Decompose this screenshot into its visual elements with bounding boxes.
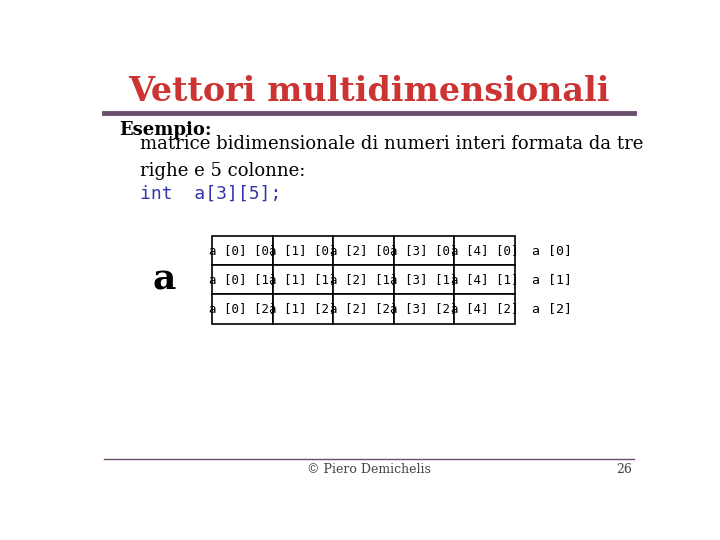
Text: a [0]: a [0]: [532, 244, 572, 257]
Text: 26: 26: [616, 463, 632, 476]
Bar: [333, 236, 394, 265]
Bar: [394, 265, 454, 294]
Text: a [2]: a [2]: [532, 302, 572, 315]
Text: a: a: [153, 262, 176, 296]
Bar: [394, 294, 454, 323]
Text: a [0] [0]: a [0] [0]: [209, 244, 276, 257]
Text: a [4] [1]: a [4] [1]: [451, 273, 518, 286]
Text: a [1] [1]: a [1] [1]: [269, 273, 337, 286]
Bar: [333, 265, 394, 294]
Text: a [1]: a [1]: [532, 273, 572, 286]
Bar: [333, 294, 394, 323]
Text: a [3] [0]: a [3] [0]: [390, 244, 458, 257]
Text: © Piero Demichelis: © Piero Demichelis: [307, 463, 431, 476]
Text: a [4] [2]: a [4] [2]: [451, 302, 518, 315]
Text: a [0] [2]: a [0] [2]: [209, 302, 276, 315]
Text: a [2] [0]: a [2] [0]: [330, 244, 397, 257]
Bar: [454, 236, 515, 265]
Text: Esempio:: Esempio:: [120, 122, 212, 139]
Bar: [212, 236, 273, 265]
Bar: [273, 236, 333, 265]
Text: a [2] [2]: a [2] [2]: [330, 302, 397, 315]
Text: a [0] [1]: a [0] [1]: [209, 273, 276, 286]
Bar: [394, 236, 454, 265]
Text: matrice bidimensionale di numeri interi formata da tre
righe e 5 colonne:: matrice bidimensionale di numeri interi …: [140, 134, 644, 180]
Text: a [1] [2]: a [1] [2]: [269, 302, 337, 315]
Bar: [212, 294, 273, 323]
Bar: [454, 265, 515, 294]
Text: a [4] [0]: a [4] [0]: [451, 244, 518, 257]
Text: Vettori multidimensionali: Vettori multidimensionali: [128, 75, 610, 108]
Text: a [3] [1]: a [3] [1]: [390, 273, 458, 286]
Bar: [273, 294, 333, 323]
Bar: [273, 265, 333, 294]
Bar: [454, 294, 515, 323]
Text: int  a[3][5];: int a[3][5];: [140, 185, 282, 203]
Bar: [212, 265, 273, 294]
Text: a [3] [2]: a [3] [2]: [390, 302, 458, 315]
Text: a [2] [1]: a [2] [1]: [330, 273, 397, 286]
Text: a [1] [0]: a [1] [0]: [269, 244, 337, 257]
